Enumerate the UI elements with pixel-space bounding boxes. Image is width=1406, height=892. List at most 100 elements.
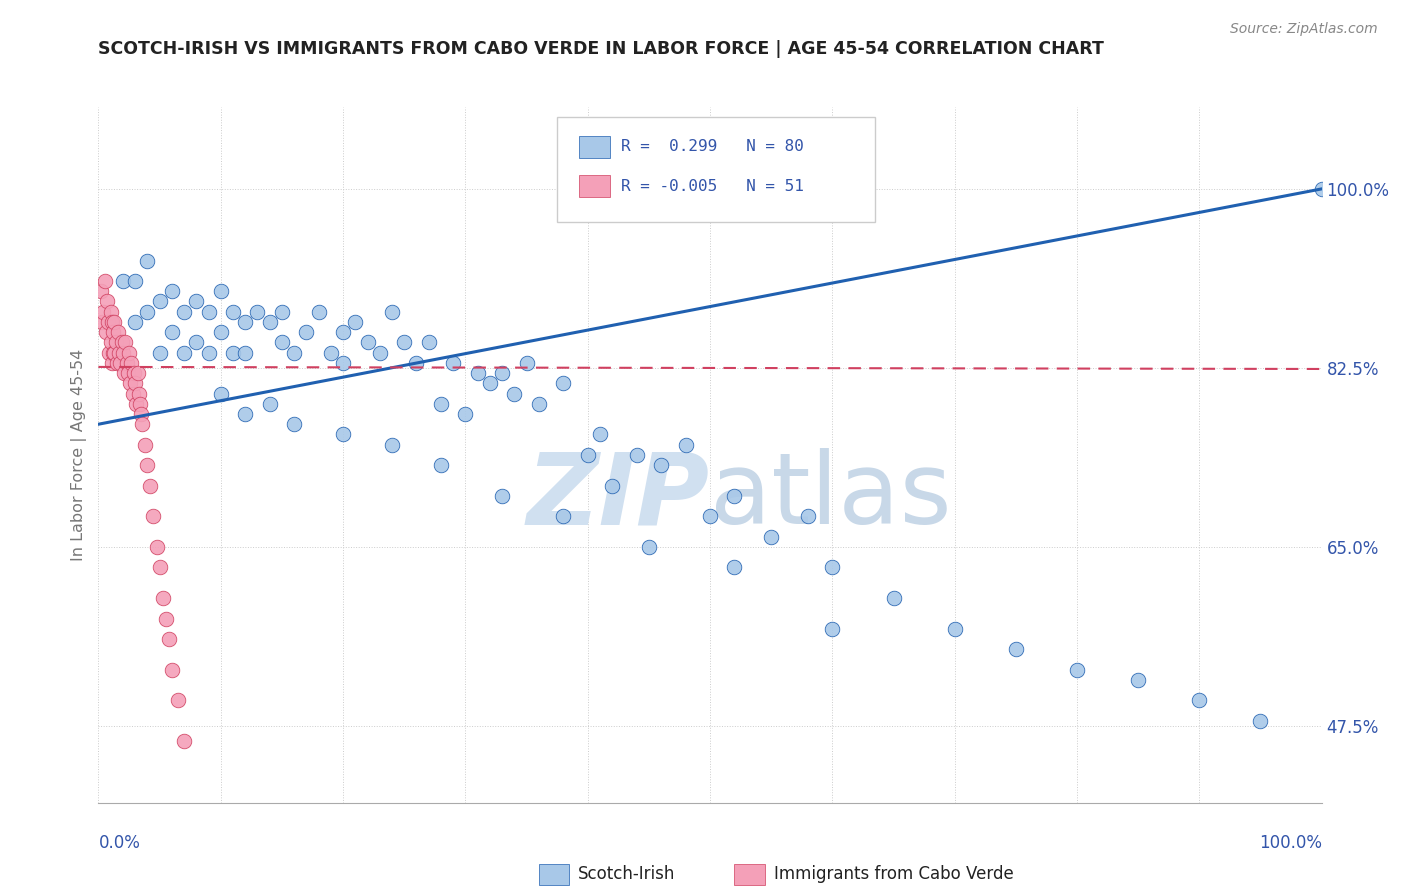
Point (246, 304, 269, 318)
Point (101, 325, 124, 339)
Point (103, 315, 125, 329)
Point (120, 356, 142, 370)
Text: Source: ZipAtlas.com: Source: ZipAtlas.com (1230, 22, 1378, 37)
Point (491, 366, 513, 380)
Point (139, 478, 162, 492)
Text: R =  0.299   N = 80: R = 0.299 N = 80 (620, 139, 804, 154)
Point (111, 345, 134, 359)
Point (1066, 663, 1088, 677)
Point (101, 345, 124, 359)
Point (638, 540, 661, 554)
Point (283, 417, 305, 432)
Point (97, 315, 120, 329)
Point (136, 458, 159, 472)
Point (430, 458, 453, 472)
Point (270, 304, 294, 318)
Point (491, 489, 513, 503)
Point (152, 591, 174, 606)
Point (197, 304, 219, 318)
Point (160, 663, 183, 677)
Point (101, 356, 124, 370)
Point (222, 304, 245, 318)
Point (149, 345, 172, 359)
Point (136, 304, 159, 318)
Point (96, 294, 118, 309)
Point (222, 345, 245, 359)
Text: ZIP: ZIP (527, 448, 710, 545)
Text: 0.0%: 0.0% (98, 834, 141, 852)
Point (233, 345, 256, 359)
Point (128, 386, 150, 401)
FancyBboxPatch shape (557, 118, 875, 222)
Point (259, 315, 281, 329)
Point (134, 438, 156, 452)
Point (1310, 182, 1333, 196)
Point (149, 560, 172, 574)
Point (430, 397, 453, 411)
Point (93, 274, 115, 288)
Point (110, 356, 132, 370)
Point (259, 397, 281, 411)
Point (821, 622, 844, 636)
Point (381, 438, 404, 452)
Point (332, 325, 354, 339)
Point (283, 345, 305, 359)
Point (124, 274, 146, 288)
Point (553, 376, 575, 391)
Point (454, 407, 477, 421)
Point (723, 560, 745, 574)
Point (270, 335, 294, 350)
Text: Immigrants from Cabo Verde: Immigrants from Cabo Verde (773, 865, 1014, 883)
Point (157, 632, 180, 646)
Point (1004, 642, 1026, 657)
Point (527, 397, 550, 411)
Point (120, 376, 142, 391)
Point (124, 376, 146, 391)
Point (197, 345, 219, 359)
Point (368, 345, 391, 359)
Point (94, 325, 117, 339)
Point (381, 304, 404, 318)
Point (626, 448, 648, 462)
Point (98, 345, 121, 359)
Point (675, 438, 697, 452)
Point (332, 356, 354, 370)
Point (723, 489, 745, 503)
Point (167, 693, 190, 707)
Point (418, 335, 440, 350)
Point (136, 253, 159, 268)
Point (91, 304, 114, 318)
Point (344, 315, 367, 329)
Point (131, 417, 153, 432)
Point (503, 386, 526, 401)
Point (155, 612, 177, 626)
Point (160, 325, 183, 339)
Point (90, 284, 112, 298)
Point (103, 345, 125, 359)
Point (114, 335, 136, 350)
Point (100, 304, 122, 318)
Bar (538, 864, 569, 885)
Point (91, 315, 114, 329)
Point (515, 356, 537, 370)
Point (104, 335, 127, 350)
Point (101, 315, 124, 329)
Point (186, 335, 208, 350)
Bar (734, 864, 765, 885)
Point (943, 622, 966, 636)
Text: Scotch-Irish: Scotch-Irish (578, 865, 675, 883)
Bar (579, 136, 610, 158)
Point (332, 427, 354, 442)
Point (105, 356, 128, 370)
Point (129, 407, 152, 421)
Point (209, 325, 232, 339)
Point (467, 366, 489, 380)
Point (295, 325, 318, 339)
Point (173, 345, 195, 359)
Point (160, 284, 183, 298)
Text: SCOTCH-IRISH VS IMMIGRANTS FROM CABO VERDE IN LABOR FORCE | AGE 45-54 CORRELATIO: SCOTCH-IRISH VS IMMIGRANTS FROM CABO VER… (98, 40, 1104, 58)
Point (112, 366, 135, 380)
Text: atlas: atlas (710, 448, 952, 545)
Point (117, 366, 139, 380)
Point (699, 509, 721, 524)
